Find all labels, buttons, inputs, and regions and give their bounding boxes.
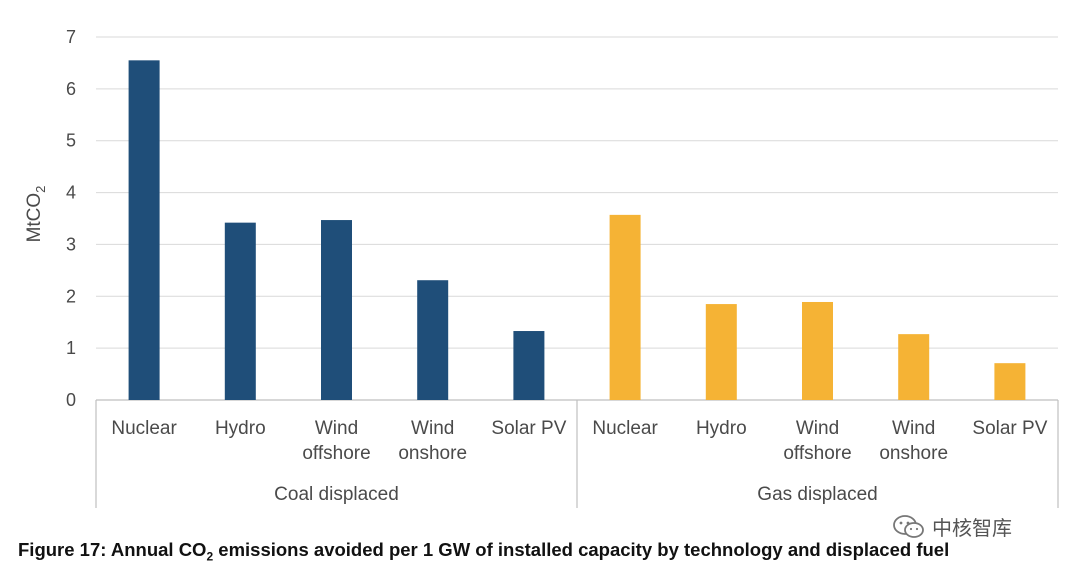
x-category-label: Solar PV [491, 418, 566, 439]
bar [513, 331, 545, 400]
x-category-label: Hydro [696, 418, 747, 439]
y-axis-title: MtCO2 [24, 186, 48, 243]
bar [898, 334, 930, 400]
x-category-label: Wind [796, 418, 839, 439]
bar-chart: 0 1 2 3 4 5 6 7 MtCO2 Nuclear Hydro Wind offshore Win… [24, 27, 1059, 508]
bar [321, 220, 352, 400]
group-label: Gas displaced [757, 484, 877, 505]
y-tick-label: 4 [66, 183, 76, 203]
x-category-label: onshore [879, 443, 948, 464]
x-category-label: Hydro [215, 418, 266, 439]
y-tick-label: 0 [66, 390, 76, 410]
y-tick-label: 6 [66, 79, 76, 99]
wechat-icon [893, 514, 924, 538]
watermark: 中核智库 [892, 512, 1012, 541]
bar [224, 222, 256, 400]
watermark-text: 中核智库 [932, 516, 1012, 540]
x-category-label: Nuclear [111, 418, 177, 439]
y-tick-label: 2 [66, 286, 76, 306]
y-tick-label: 7 [66, 27, 76, 47]
y-tick-label: 1 [66, 338, 76, 358]
group-label: Coal displaced [274, 484, 399, 505]
figure-caption: Figure 17: Annual CO2 emissions avoided … [18, 539, 950, 564]
bar [705, 304, 737, 400]
x-category-label: Solar PV [972, 418, 1047, 439]
y-tick-label: 5 [66, 131, 76, 151]
x-category-label: offshore [302, 443, 370, 464]
x-category-label: Nuclear [592, 418, 658, 439]
x-category-label: Wind [892, 418, 935, 439]
bar [128, 60, 160, 400]
x-category-label: Wind [411, 418, 454, 439]
y-tick-label: 3 [66, 234, 76, 254]
bar [417, 280, 449, 400]
bar [802, 301, 833, 400]
x-category-label: onshore [398, 443, 467, 464]
bar [609, 214, 641, 400]
x-category-label: Wind [315, 418, 358, 439]
bar [994, 363, 1026, 400]
x-category-label: offshore [783, 443, 851, 464]
